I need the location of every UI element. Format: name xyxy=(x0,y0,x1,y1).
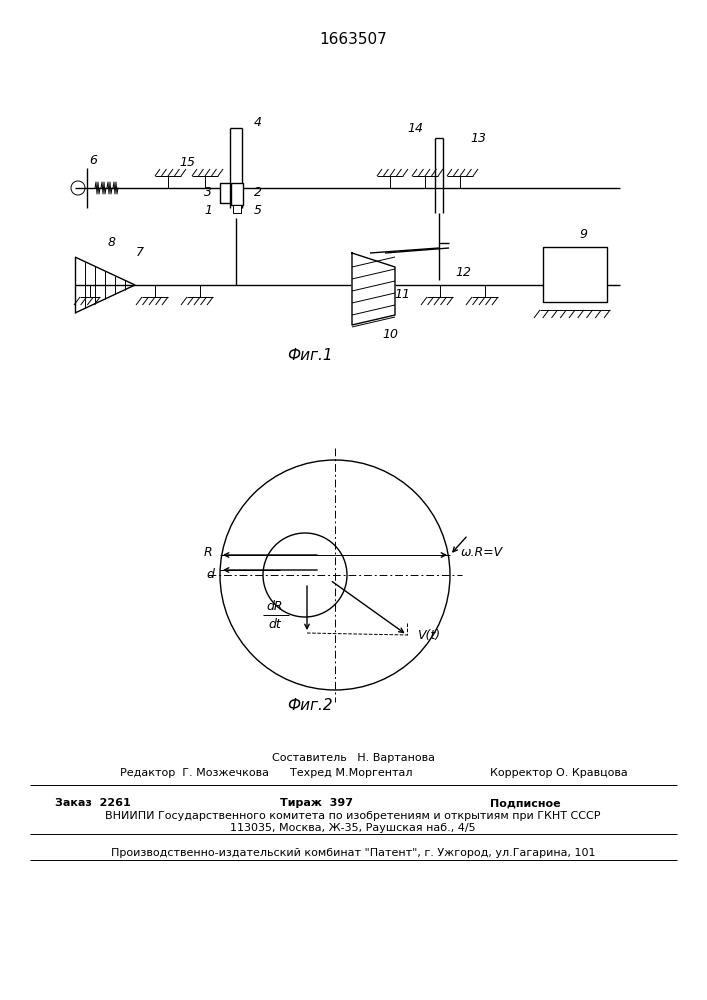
Text: ВНИИПИ Государственного комитета по изобретениям и открытиям при ГКНТ СССР: ВНИИПИ Государственного комитета по изоб… xyxy=(105,811,601,821)
Text: 5: 5 xyxy=(254,204,262,217)
Text: 12: 12 xyxy=(455,266,471,279)
Text: 15: 15 xyxy=(179,155,195,168)
Text: dR: dR xyxy=(267,600,284,613)
Text: 1663507: 1663507 xyxy=(319,32,387,47)
Text: 1: 1 xyxy=(204,204,212,217)
Text: Составитель   Н. Вартанова: Составитель Н. Вартанова xyxy=(271,753,435,763)
Text: Заказ  2261: Заказ 2261 xyxy=(55,798,131,808)
Text: d: d xyxy=(206,568,214,582)
Text: Фиг.2: Фиг.2 xyxy=(287,698,333,712)
Text: 11: 11 xyxy=(394,288,410,302)
Text: ω.R=V: ω.R=V xyxy=(461,546,503,558)
Text: 14: 14 xyxy=(407,121,423,134)
Text: Редактор  Г. Мозжечкова: Редактор Г. Мозжечкова xyxy=(120,768,269,778)
Bar xyxy=(233,205,241,213)
Bar xyxy=(543,247,607,302)
Text: 9: 9 xyxy=(579,229,587,241)
Text: Подписное: Подписное xyxy=(490,798,561,808)
Text: 6: 6 xyxy=(89,153,97,166)
Text: 10: 10 xyxy=(382,328,398,342)
Text: Техред М.Моргентал: Техред М.Моргентал xyxy=(290,768,412,778)
Text: dt: dt xyxy=(269,618,281,632)
Text: R: R xyxy=(204,546,212,558)
Text: Тираж  397: Тираж 397 xyxy=(280,798,353,808)
Text: 2: 2 xyxy=(254,186,262,200)
Bar xyxy=(220,183,230,203)
Text: 13: 13 xyxy=(470,131,486,144)
Text: 3: 3 xyxy=(204,186,212,200)
Bar xyxy=(231,183,243,205)
Text: Производственно-издательский комбинат "Патент", г. Ужгород, ул.Гагарина, 101: Производственно-издательский комбинат "П… xyxy=(111,848,595,858)
Text: 7: 7 xyxy=(136,246,144,259)
Text: Корректор О. Кравцова: Корректор О. Кравцова xyxy=(490,768,628,778)
Text: 113035, Москва, Ж-35, Раушская наб., 4/5: 113035, Москва, Ж-35, Раушская наб., 4/5 xyxy=(230,823,476,833)
Text: 4: 4 xyxy=(254,116,262,129)
Text: 8: 8 xyxy=(108,236,116,249)
Text: Фиг.1: Фиг.1 xyxy=(287,348,333,362)
Text: V(t): V(t) xyxy=(417,629,440,642)
Polygon shape xyxy=(352,253,395,325)
